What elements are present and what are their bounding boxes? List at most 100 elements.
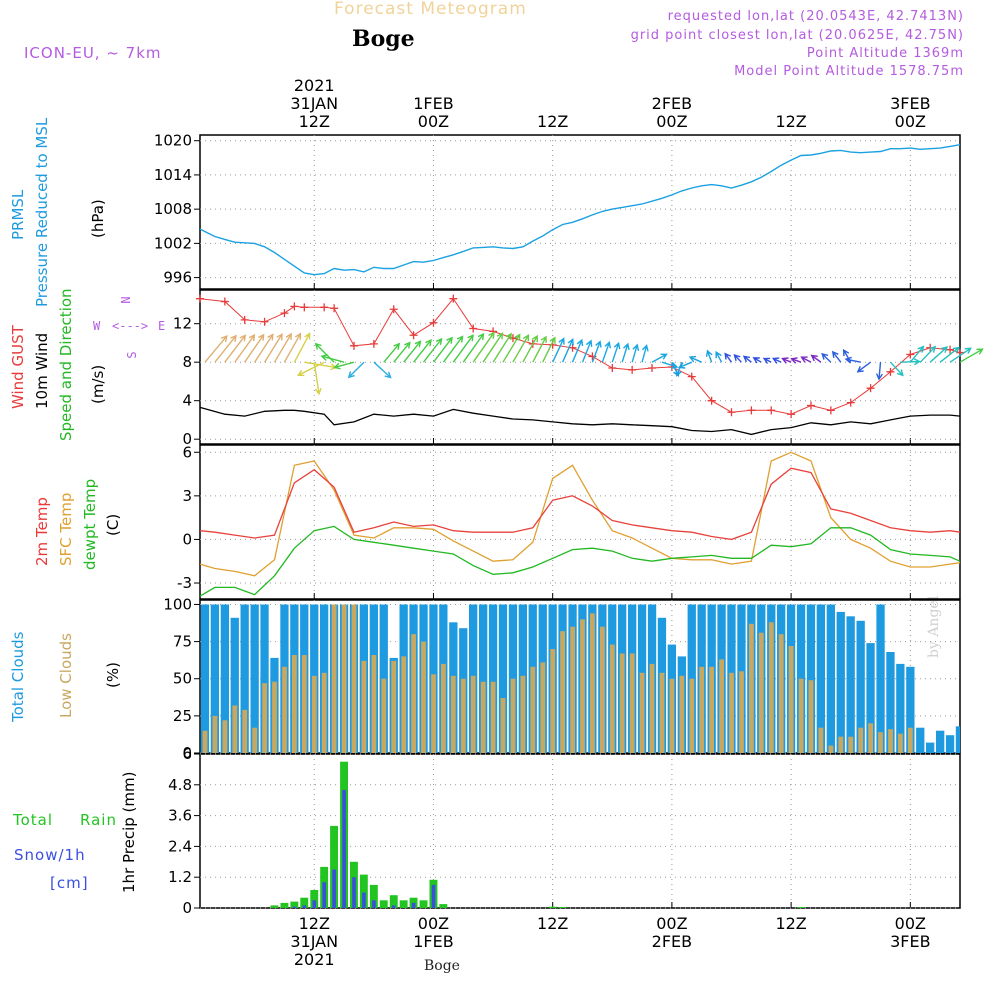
precip-label-total: Total bbox=[13, 811, 54, 829]
wind-arrow bbox=[234, 333, 256, 363]
wind-arrow bbox=[512, 334, 530, 363]
wind-arrow bbox=[522, 334, 538, 363]
low-cloud-bar bbox=[907, 727, 913, 753]
gust-marker bbox=[628, 365, 637, 374]
snow-bar bbox=[362, 892, 366, 908]
y-tick-label-clouds: 25 bbox=[173, 707, 192, 725]
low-cloud-bar bbox=[878, 732, 883, 753]
low-cloud-bar bbox=[292, 655, 297, 753]
rain-bar bbox=[548, 906, 557, 908]
gust-marker bbox=[196, 294, 204, 303]
snow-bar bbox=[292, 906, 297, 908]
total-cloud-bar bbox=[230, 617, 239, 753]
point-altitude: Point Altitude 1369m bbox=[806, 46, 964, 61]
wind-arrow bbox=[771, 357, 782, 364]
model-label: ICON-EU, ~ 7km bbox=[24, 44, 162, 62]
wind-arrow bbox=[244, 333, 265, 363]
time-label-top: 12Z bbox=[775, 112, 806, 131]
wind-arrow bbox=[432, 336, 453, 363]
total-cloud-bar bbox=[220, 604, 229, 753]
low-cloud-bar bbox=[868, 723, 873, 753]
gust-marker bbox=[866, 384, 875, 393]
wind-arrow bbox=[214, 334, 237, 363]
precip-label-unit: [cm] bbox=[50, 874, 89, 892]
wind-arrow bbox=[532, 335, 547, 363]
cloud-bars bbox=[200, 604, 960, 753]
low-cloud-bar bbox=[798, 678, 804, 753]
wind-arrow bbox=[264, 333, 283, 363]
wind-arrow bbox=[844, 356, 861, 364]
wind-arrow bbox=[715, 350, 723, 363]
rain-bar bbox=[330, 825, 338, 908]
total-cloud-bar bbox=[816, 604, 825, 753]
y-tick-label-precip: 6 bbox=[182, 745, 192, 763]
low-cloud-bar bbox=[699, 666, 705, 753]
y-tick-label-clouds: 0 bbox=[182, 744, 192, 762]
model-altitude: Model Point Altitude 1578.75m bbox=[734, 64, 964, 79]
total-cloud-bar bbox=[955, 726, 960, 753]
low-cloud-bar bbox=[709, 666, 714, 753]
snow-bar bbox=[312, 900, 317, 908]
low-cloud-bar bbox=[788, 646, 794, 753]
snow-bar bbox=[332, 869, 336, 908]
gust-marker bbox=[240, 315, 249, 324]
wind-arrow bbox=[383, 342, 401, 363]
wind-arrow bbox=[733, 353, 742, 363]
snow-bar bbox=[342, 789, 346, 908]
station-name: Boge bbox=[352, 26, 415, 52]
wind-arrow bbox=[781, 357, 792, 364]
y-tick-label-temperature: 3 bbox=[182, 487, 192, 505]
total-cloud-bar bbox=[488, 604, 498, 753]
compass-arrow: <---> bbox=[112, 319, 148, 333]
time-label-top: 2021 bbox=[294, 76, 335, 95]
low-cloud-bar bbox=[301, 655, 307, 753]
requested-coords: requested lon,lat (20.0543E, 42.7413N) bbox=[667, 9, 964, 24]
wind-arrow bbox=[304, 361, 338, 371]
y-tick-label-precip: 2.4 bbox=[168, 837, 192, 855]
wind-arrow bbox=[959, 348, 984, 363]
low-cloud-bar bbox=[629, 653, 635, 753]
wind-arrow bbox=[919, 345, 937, 363]
compass-e: E bbox=[158, 319, 165, 333]
total-cloud-bar bbox=[210, 604, 219, 753]
total-cloud-bar bbox=[926, 742, 935, 753]
wind-arrow bbox=[724, 352, 733, 363]
low-cloud-bar bbox=[242, 709, 248, 753]
wind-arrow bbox=[929, 346, 949, 363]
low-cloud-bar bbox=[361, 660, 367, 753]
wind-arrow bbox=[273, 332, 292, 363]
gust-marker bbox=[280, 309, 289, 318]
low-cloud-bar bbox=[232, 705, 238, 753]
total-cloud-bar bbox=[876, 604, 885, 753]
low-cloud-bar bbox=[421, 641, 426, 753]
panel-frame-pressure bbox=[199, 134, 961, 290]
low-cloud-bar bbox=[272, 681, 277, 753]
gust-marker bbox=[608, 363, 617, 372]
gust-marker bbox=[320, 303, 329, 312]
gust-marker bbox=[727, 408, 736, 417]
low-cloud-bar bbox=[669, 678, 675, 753]
wind-arrow bbox=[856, 361, 872, 373]
y-tick-label-clouds: 100 bbox=[163, 595, 192, 613]
total-cloud-bar bbox=[866, 643, 875, 753]
gust-marker bbox=[389, 305, 398, 314]
low-cloud-bar bbox=[331, 604, 337, 753]
low-cloud-bar bbox=[202, 730, 208, 753]
rain-bar bbox=[290, 901, 299, 908]
low-cloud-bar bbox=[262, 683, 267, 753]
rain-bar bbox=[369, 884, 378, 908]
wind-arrow bbox=[939, 346, 960, 363]
gust-marker bbox=[886, 367, 895, 376]
time-label-bottom: 00Z bbox=[418, 914, 449, 933]
low-cloud-bar bbox=[460, 678, 466, 753]
low-cloud-bar bbox=[411, 634, 416, 753]
time-label-top: 31JAN bbox=[290, 94, 338, 113]
rain-bar bbox=[359, 874, 368, 908]
total-cloud-bar bbox=[806, 604, 816, 753]
gust-marker bbox=[707, 396, 716, 405]
wind-arrow bbox=[442, 335, 464, 363]
low-cloud-bar bbox=[321, 672, 327, 753]
low-cloud-bar bbox=[609, 644, 615, 753]
low-cloud-bar bbox=[749, 623, 754, 753]
wind-gust-line bbox=[199, 297, 961, 415]
